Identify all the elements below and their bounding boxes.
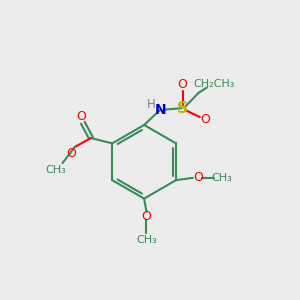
Text: O: O — [66, 147, 76, 160]
Text: CH₃: CH₃ — [46, 165, 66, 175]
Text: CH₂CH₃: CH₂CH₃ — [193, 79, 235, 89]
Text: O: O — [200, 113, 210, 126]
Text: O: O — [178, 78, 188, 91]
Text: N: N — [154, 103, 166, 117]
Text: O: O — [142, 210, 152, 223]
Text: O: O — [77, 110, 87, 123]
Text: S: S — [177, 101, 188, 116]
Text: CH₃: CH₃ — [136, 236, 157, 245]
Text: O: O — [193, 171, 203, 184]
Text: H: H — [146, 98, 155, 111]
Text: CH₃: CH₃ — [212, 173, 232, 183]
